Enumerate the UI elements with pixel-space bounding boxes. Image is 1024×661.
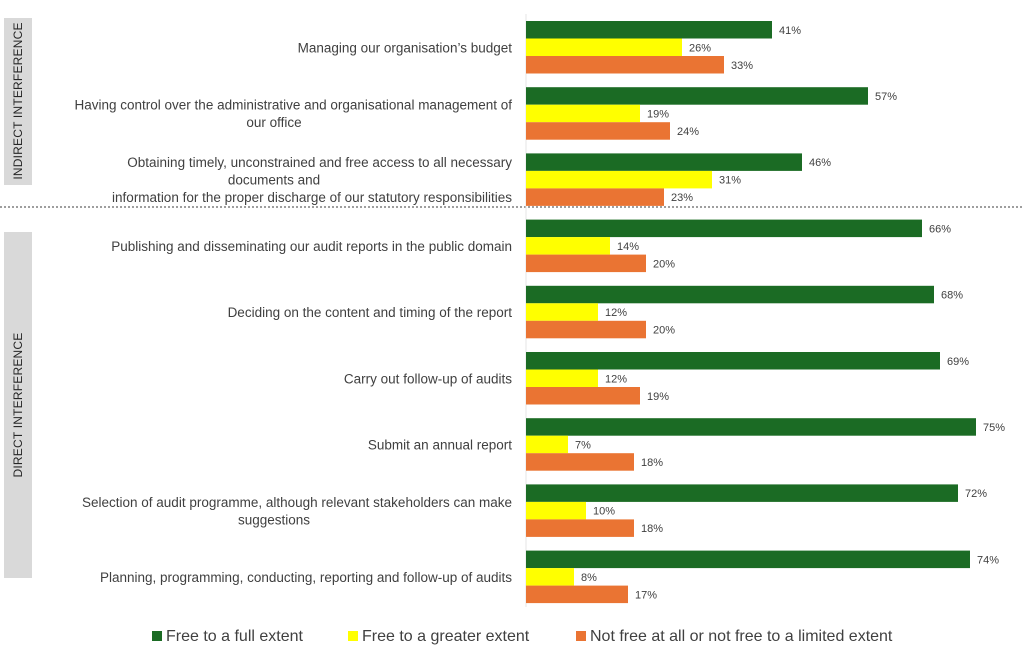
bar-greater (526, 501, 586, 520)
group-box-direct (4, 232, 32, 578)
value-label-limited: 20% (653, 325, 675, 337)
value-label-greater: 26% (689, 42, 711, 54)
bar-full (526, 484, 958, 502)
value-label-limited: 18% (641, 523, 663, 535)
group-box-indirect (4, 18, 32, 185)
bar-full (526, 418, 976, 436)
value-label-limited: 20% (653, 258, 675, 270)
legend-label-full: Free to a full extent (166, 628, 304, 645)
category-label: Planning, programming, conducting, repor… (100, 570, 512, 585)
category-label: Having control over the administrative a… (75, 98, 513, 131)
value-label-full: 68% (941, 290, 963, 302)
bar-limited (526, 122, 670, 140)
bar-limited (526, 56, 724, 74)
bar-full (526, 285, 934, 304)
group-label-direct: DIRECT INTERFERENCE (11, 333, 25, 478)
value-label-full: 72% (965, 488, 987, 500)
value-label-full: 57% (875, 91, 897, 103)
category-label: Publishing and disseminating our audit r… (111, 239, 512, 254)
bar-greater (526, 170, 712, 189)
value-label-greater: 12% (605, 373, 627, 385)
bar-limited (526, 519, 634, 537)
value-label-greater: 19% (647, 108, 669, 120)
bar-limited (526, 254, 646, 273)
legend-label-limited: Not free at all or not free to a limited… (590, 628, 893, 645)
bar-limited (526, 453, 634, 471)
bars-layer: 41% 26% 33% 57% 19% 24% 46% 31% 23% 66% 14% 20% 68% 1… (526, 21, 1005, 604)
bar-limited (526, 585, 628, 604)
bar-limited (526, 188, 664, 206)
value-label-full: 41% (779, 25, 801, 37)
category-label: Managing our organisation’s budget (298, 40, 513, 55)
bar-full (526, 550, 970, 569)
legend-swatch-limited (576, 631, 586, 641)
value-label-full: 75% (983, 422, 1005, 434)
value-label-greater: 10% (593, 506, 615, 518)
value-label-full: 74% (977, 554, 999, 566)
category-label: Carry out follow-up of audits (344, 371, 512, 386)
value-label-full: 46% (809, 157, 831, 169)
value-label-limited: 33% (731, 60, 753, 72)
category-label: Selection of audit programme, although r… (82, 495, 512, 528)
bar-greater (526, 568, 574, 586)
category-label: Deciding on the content and timing of th… (228, 305, 513, 320)
legend-swatch-greater (348, 631, 358, 641)
bar-greater (526, 38, 682, 56)
bar-full (526, 352, 940, 370)
value-label-greater: 7% (575, 439, 591, 451)
bar-full (526, 21, 772, 39)
bar-greater (526, 104, 640, 123)
category-label: Submit an annual report (368, 437, 512, 452)
bar-greater (526, 369, 598, 387)
bar-greater (526, 237, 610, 255)
category-labels: Managing our organisation’s budget Having… (75, 40, 513, 585)
value-label-full: 69% (947, 356, 969, 368)
value-label-greater: 8% (581, 572, 597, 584)
legend-label-greater: Free to a greater extent (362, 628, 530, 645)
bar-greater (526, 303, 598, 321)
value-label-limited: 17% (635, 589, 657, 601)
bar-full (526, 219, 922, 238)
category-label: Obtaining timely, unconstrained and free… (112, 155, 512, 205)
bar-full (526, 153, 802, 171)
value-label-limited: 24% (677, 126, 699, 138)
value-label-greater: 12% (605, 307, 627, 319)
group-label-indirect: INDIRECT INTERFERENCE (11, 22, 25, 179)
value-label-limited: 19% (647, 391, 669, 403)
bar-greater (526, 435, 568, 454)
bar-full (526, 87, 868, 105)
legend-swatch-full (152, 631, 162, 641)
value-label-full: 66% (929, 223, 951, 235)
legend: Free to a full extent Free to a greater e… (152, 628, 893, 645)
value-label-limited: 18% (641, 457, 663, 469)
bar-limited (526, 387, 640, 405)
value-label-limited: 23% (671, 192, 693, 204)
value-label-greater: 31% (719, 175, 741, 187)
value-label-greater: 14% (617, 241, 639, 253)
bar-limited (526, 320, 646, 339)
